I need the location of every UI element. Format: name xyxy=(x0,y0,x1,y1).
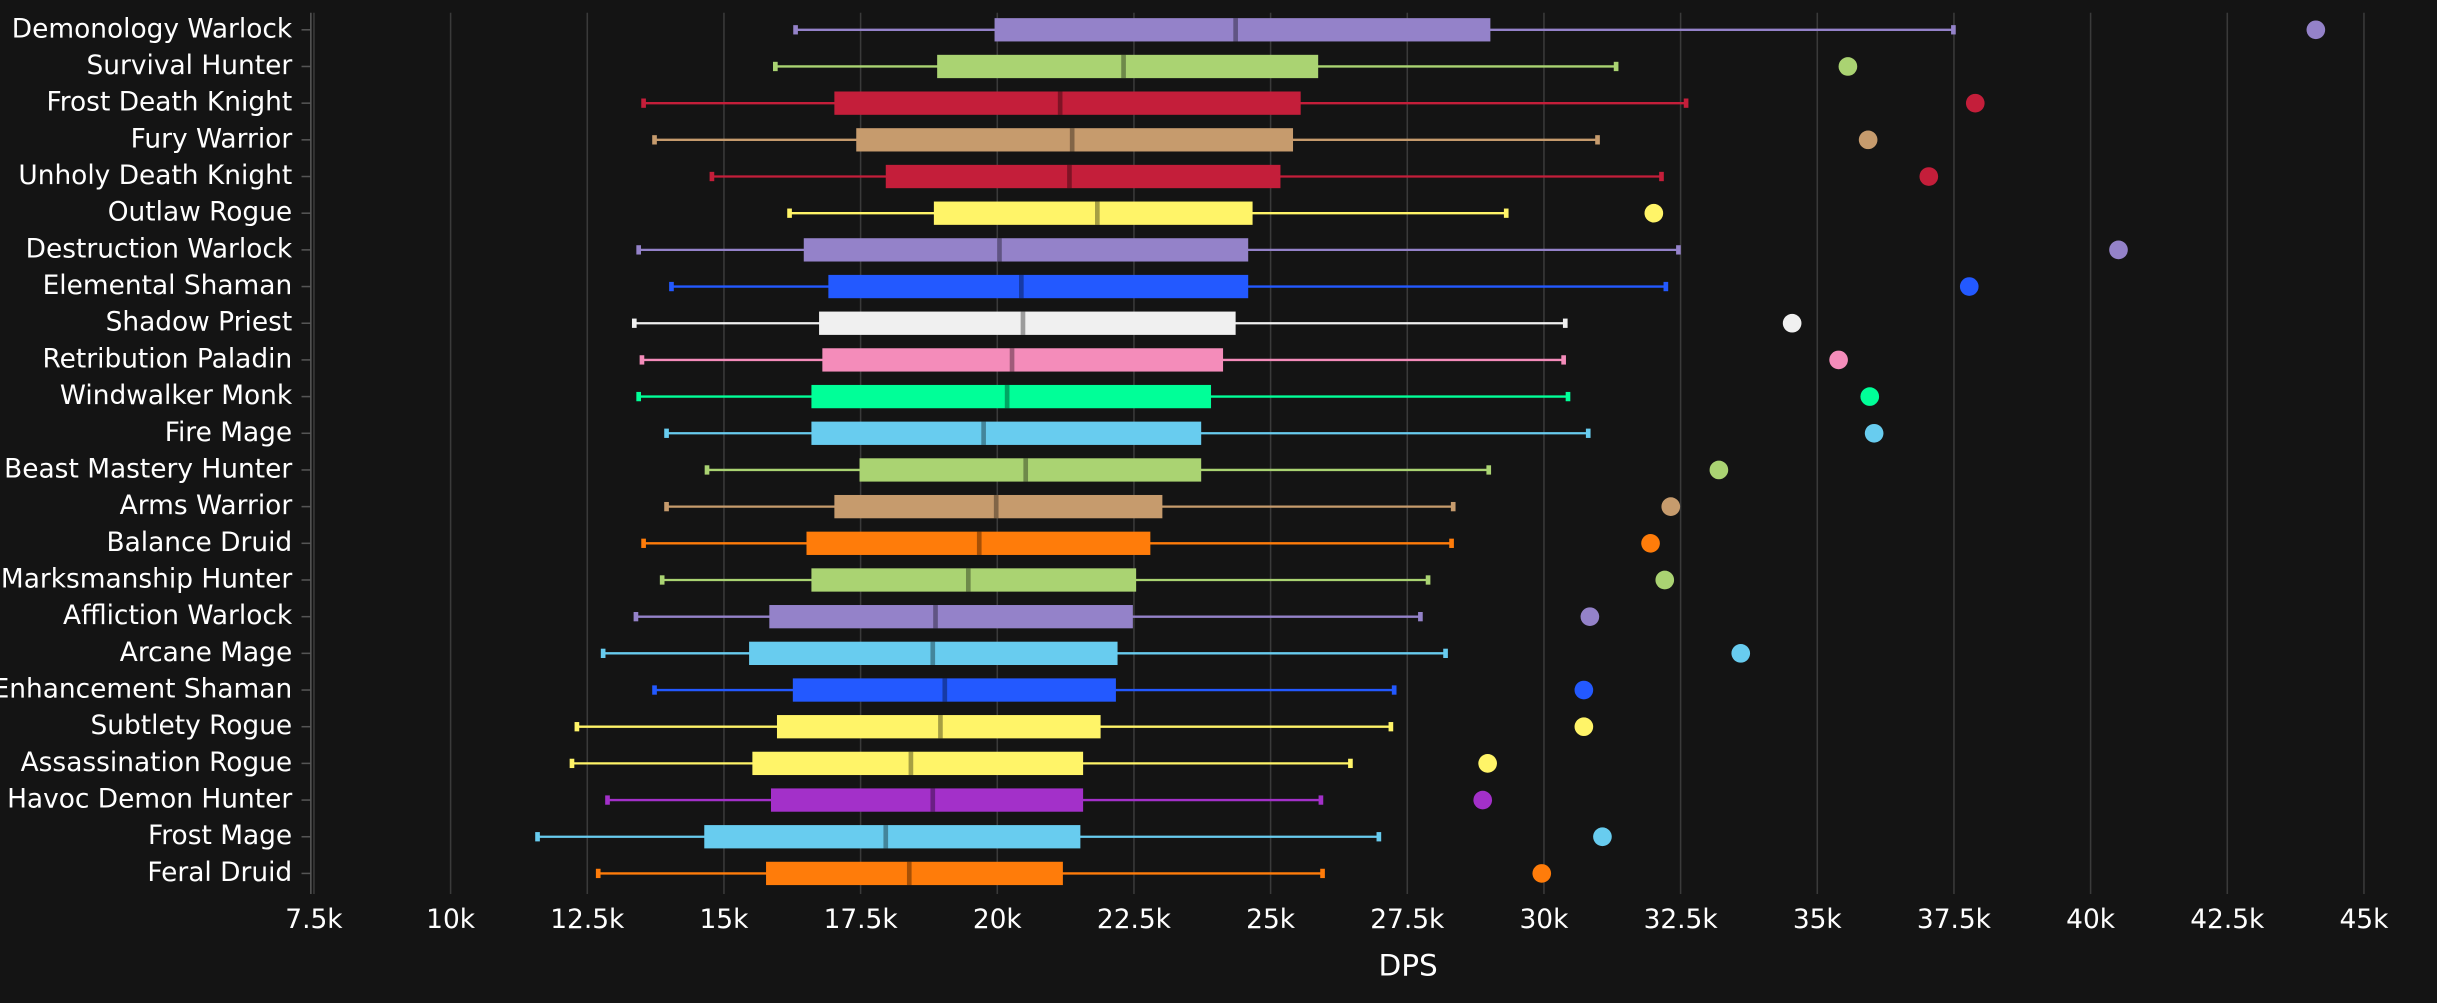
outlier xyxy=(1829,350,1848,370)
y-tick-label: Feral Druid xyxy=(147,857,292,888)
y-tick-label: Elemental Shaman xyxy=(43,270,293,301)
y-tick-label: Survival Hunter xyxy=(87,50,293,81)
outlier xyxy=(1641,533,1660,553)
x-tick-label: 22.5k xyxy=(1097,904,1172,935)
x-tick-label: 35k xyxy=(1793,904,1843,935)
box xyxy=(834,91,1301,115)
y-tick-label: Destruction Warlock xyxy=(26,233,293,264)
y-tick-label: Havoc Demon Hunter xyxy=(7,784,292,815)
outlier xyxy=(1838,57,1858,76)
outlier xyxy=(2109,240,2128,260)
box xyxy=(856,128,1294,152)
y-tick-label: Windwalker Monk xyxy=(60,380,293,411)
outlier xyxy=(1532,864,1552,883)
y-tick-label: Assassination Rogue xyxy=(21,747,293,778)
x-axis-label: DPS xyxy=(1378,948,1437,982)
x-tick-label: 7.5k xyxy=(285,904,343,935)
box xyxy=(776,715,1101,739)
box xyxy=(859,458,1202,482)
x-tick-label: 27.5k xyxy=(1370,904,1445,935)
box xyxy=(819,311,1236,335)
y-tick-label: Shadow Priest xyxy=(106,307,293,338)
y-tick-label: Outlaw Rogue xyxy=(108,197,292,228)
box xyxy=(828,274,1249,299)
y-tick-label: Frost Mage xyxy=(148,820,292,851)
outlier xyxy=(1593,827,1612,847)
outlier xyxy=(1782,313,1802,333)
y-tick-label: Fire Mage xyxy=(165,417,292,448)
box xyxy=(811,568,1137,592)
outlier xyxy=(1731,644,1751,663)
box xyxy=(803,238,1249,262)
outlier xyxy=(1860,387,1880,406)
x-tick-label: 10k xyxy=(426,904,476,935)
box xyxy=(752,751,1084,776)
y-tick-label: Arcane Mage xyxy=(120,637,292,668)
x-tick-label: 25k xyxy=(1246,904,1296,935)
x-tick-label: 20k xyxy=(973,904,1023,935)
box xyxy=(770,788,1084,812)
outlier xyxy=(1661,497,1681,516)
box xyxy=(792,678,1116,702)
y-tick-label: Fury Warrior xyxy=(131,123,293,154)
box xyxy=(811,384,1212,409)
outlier xyxy=(1574,717,1594,737)
x-tick-label: 15k xyxy=(699,904,749,935)
box xyxy=(937,54,1319,79)
outlier xyxy=(1655,570,1675,590)
x-tick-label: 17.5k xyxy=(824,904,899,935)
y-tick-label: Balance Druid xyxy=(106,527,292,558)
y-tick-label: Enhancement Shaman xyxy=(0,674,292,705)
outlier xyxy=(1858,130,1878,150)
box xyxy=(806,531,1151,555)
x-tick-label: 12.5k xyxy=(550,904,625,935)
x-tick-label: 37.5k xyxy=(1917,904,1992,935)
y-tick-label: Affliction Warlock xyxy=(63,600,293,631)
outlier xyxy=(1478,754,1497,773)
outlier xyxy=(1709,460,1729,480)
y-tick-label: Unholy Death Knight xyxy=(18,160,292,191)
x-tick-label: 30k xyxy=(1519,904,1569,935)
outlier xyxy=(1965,93,1985,113)
box xyxy=(766,861,1063,886)
box xyxy=(834,494,1163,519)
outlier xyxy=(1644,203,1664,223)
x-tick-label: 42.5k xyxy=(2190,904,2265,935)
y-tick-label: Marksmanship Hunter xyxy=(1,563,292,594)
y-tick-label: Beast Mastery Hunter xyxy=(4,453,292,484)
x-tick-label: 40k xyxy=(2066,904,2116,935)
outlier xyxy=(1574,680,1594,700)
box xyxy=(769,605,1133,629)
outlier xyxy=(1473,790,1493,810)
outlier xyxy=(1919,167,1939,186)
y-tick-label: Subtlety Rogue xyxy=(91,710,293,741)
x-tick-label: 32.5k xyxy=(1644,904,1719,935)
y-tick-label: Frost Death Knight xyxy=(46,87,292,118)
outlier xyxy=(1580,607,1600,626)
y-tick-label: Arms Warrior xyxy=(120,490,293,521)
box xyxy=(994,18,1491,42)
box xyxy=(749,641,1118,666)
x-tick-label: 45k xyxy=(2339,904,2389,935)
outlier xyxy=(2306,20,2326,40)
box xyxy=(885,164,1281,189)
y-tick-label: Retribution Paladin xyxy=(42,343,292,374)
box xyxy=(811,421,1202,445)
y-tick-label: Demonology Warlock xyxy=(12,13,293,44)
box xyxy=(933,201,1253,225)
outlier xyxy=(1959,277,1979,296)
box xyxy=(822,348,1224,372)
box xyxy=(704,825,1081,849)
outlier xyxy=(1864,423,1884,443)
